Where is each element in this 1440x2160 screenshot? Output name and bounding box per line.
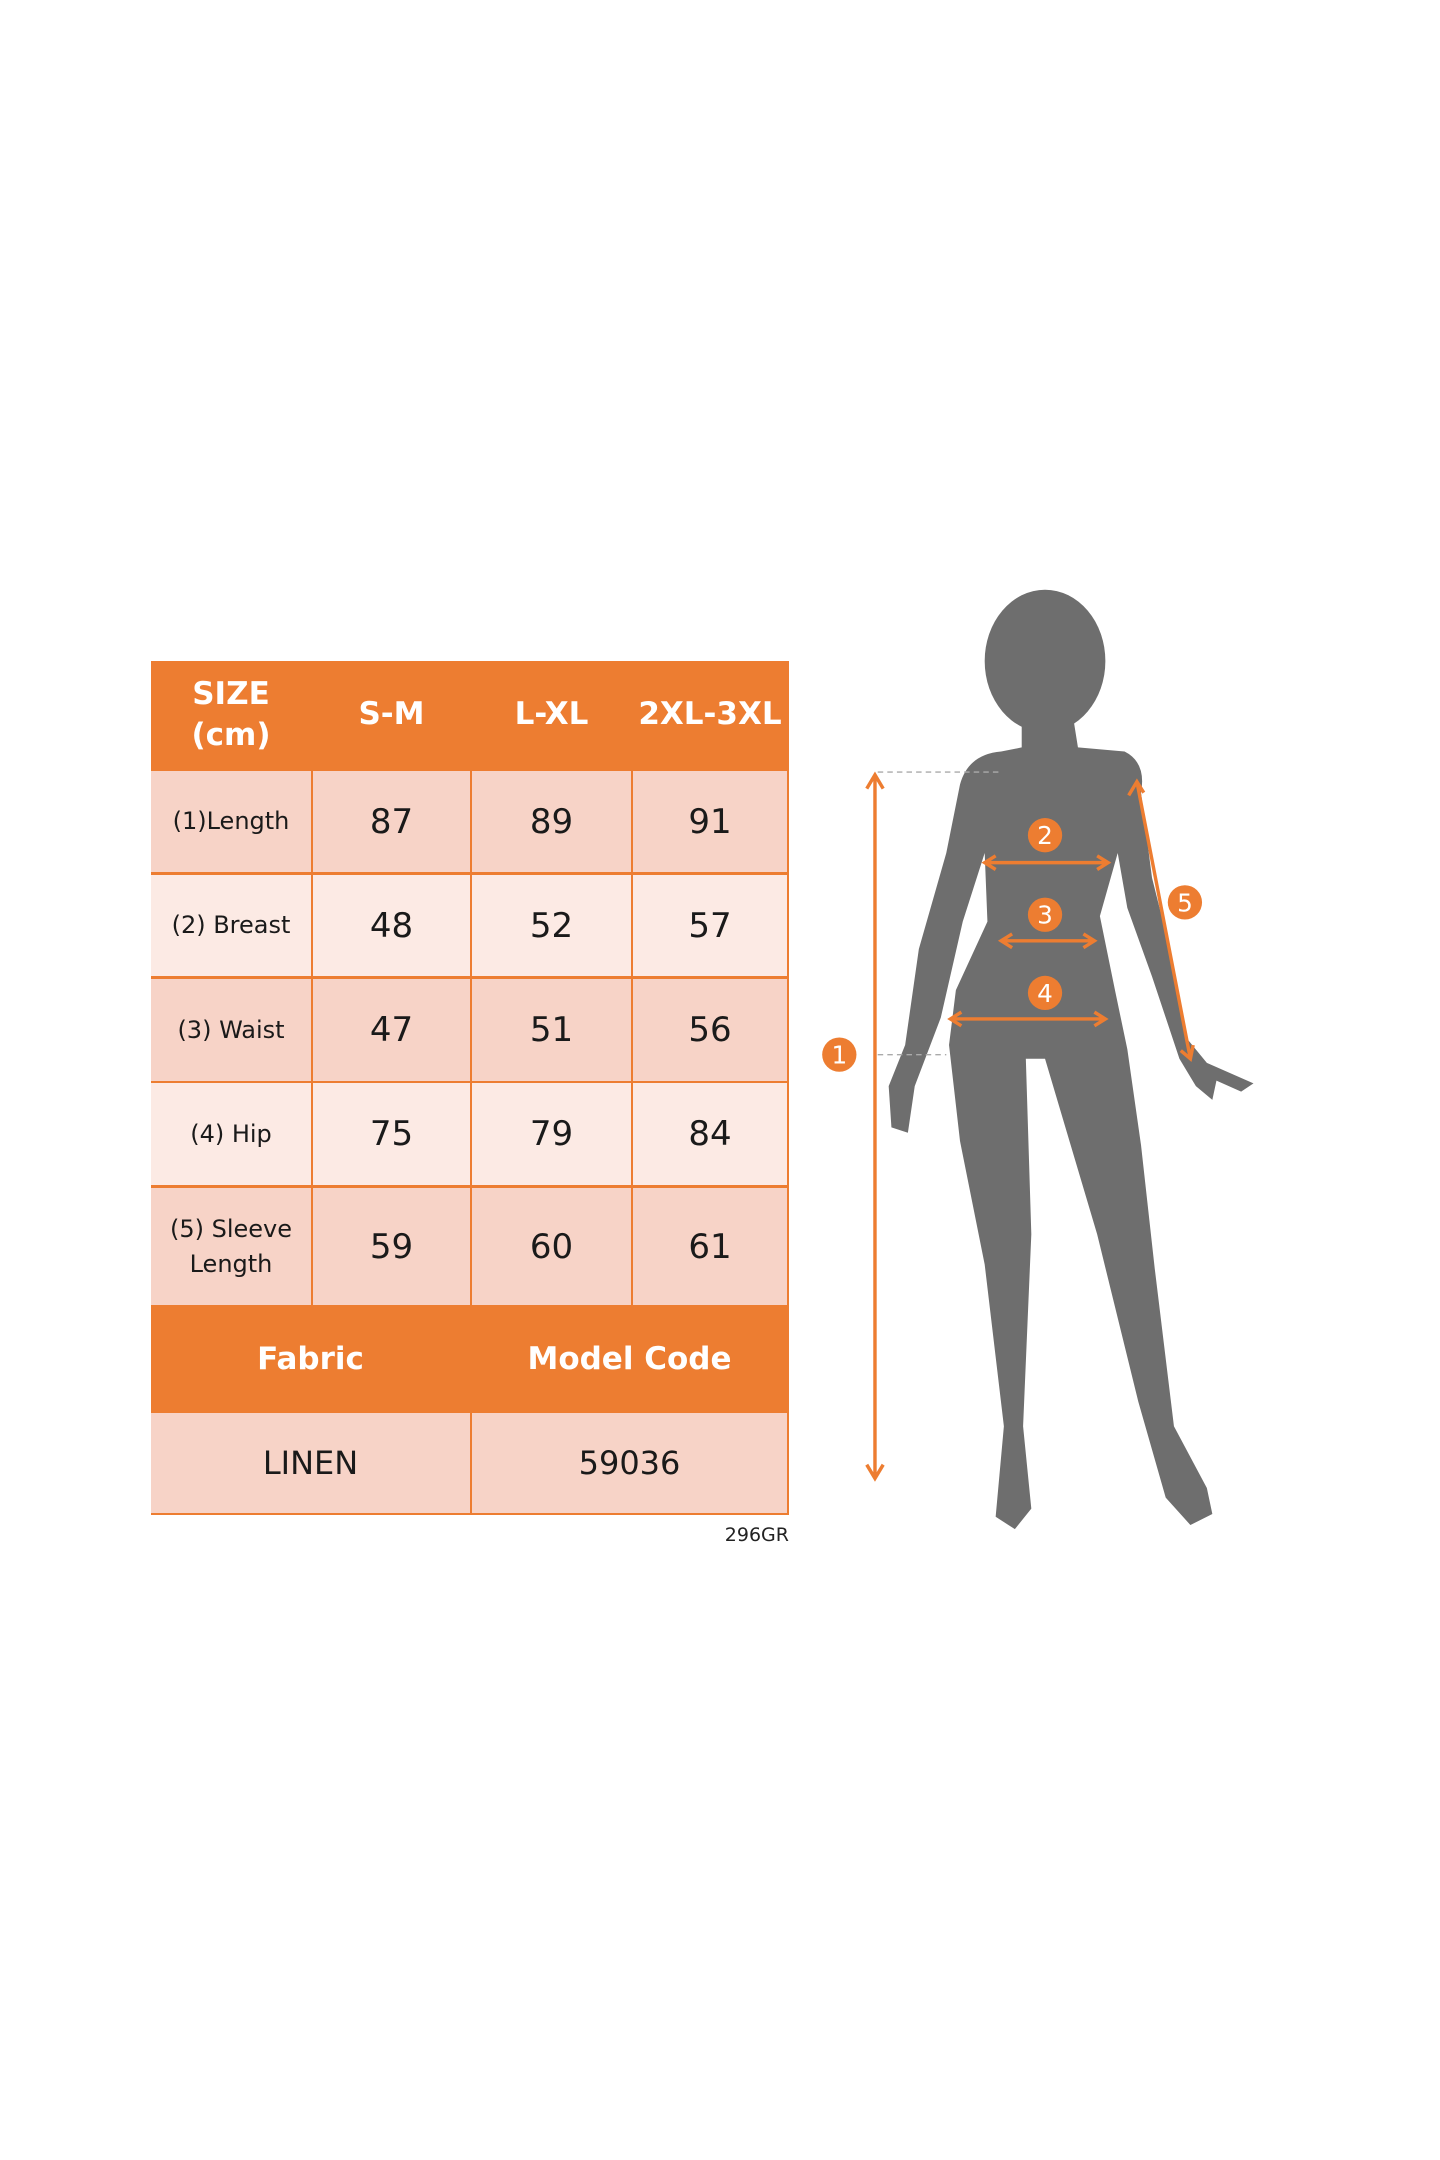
hip-arrow [947, 1010, 1109, 1028]
footer-header-fabric: Fabric [257, 1340, 364, 1377]
footer-header-model-code: Model Code [527, 1340, 732, 1377]
table-cell: 75 [313, 1083, 470, 1185]
header-size-unit: SIZE (cm) [151, 661, 311, 768]
woman-silhouette [888, 589, 1254, 1530]
row-label: (1)Length [151, 771, 311, 872]
table-cell: 60 [472, 1188, 631, 1305]
table-cell: 51 [472, 979, 631, 1081]
table-cell: 89 [472, 771, 631, 872]
waist-arrow [997, 932, 1098, 950]
length-arrow [865, 771, 885, 1482]
marker-circle-3 [1027, 897, 1063, 932]
table-cell: 47 [313, 979, 470, 1081]
table-cell: 79 [472, 1083, 631, 1185]
size-chart-table: SIZE (cm) S-M L-XL 2XL-3XL (1)Length 87 89 91 (2)… [151, 661, 789, 1515]
breast-arrow [981, 854, 1112, 871]
marker-number: 3 [1037, 901, 1053, 930]
header-size-1: S-M [358, 696, 425, 733]
table-cell: 91 [633, 771, 787, 872]
marker-number: 2 [1037, 821, 1053, 850]
table-cell: 56 [633, 979, 787, 1081]
measurement-markers: 1 2 3 4 5 [822, 818, 1203, 1072]
header-size: SIZE [192, 676, 270, 713]
marker-number: 1 [831, 1041, 847, 1070]
body-shape [888, 713, 1254, 1530]
header-size-2: L-XL [514, 696, 589, 733]
row-label: (5) Sleeve Length [151, 1188, 311, 1305]
table-cell: 87 [313, 771, 470, 872]
fabric-value: LINEN [151, 1413, 470, 1513]
sleeve-arrow [1127, 778, 1195, 1062]
row-label: (2) Breast [151, 875, 311, 976]
table-cell: 52 [472, 875, 631, 976]
marker-circle-1 [822, 1037, 857, 1072]
table-cell: 84 [633, 1083, 787, 1185]
marker-circle-2 [1027, 818, 1063, 853]
header-size-3: 2XL-3XL [638, 696, 782, 733]
marker-circle-4 [1027, 975, 1063, 1011]
marker-circle-5 [1167, 885, 1203, 920]
table-cell: 61 [633, 1188, 787, 1305]
row-label: (3) Waist [151, 979, 311, 1081]
header-unit: (cm) [191, 716, 271, 753]
table-cell: 48 [313, 875, 470, 976]
marker-number: 4 [1037, 979, 1053, 1008]
model-code-value: 59036 [472, 1413, 787, 1513]
table-cell: 57 [633, 875, 787, 976]
table-cell: 59 [313, 1188, 470, 1305]
marker-number: 5 [1177, 888, 1193, 917]
product-code: 296GR [724, 1524, 789, 1546]
head-shape [984, 589, 1106, 733]
measurement-lines [865, 771, 1195, 1482]
row-label: (4) Hip [151, 1083, 311, 1185]
